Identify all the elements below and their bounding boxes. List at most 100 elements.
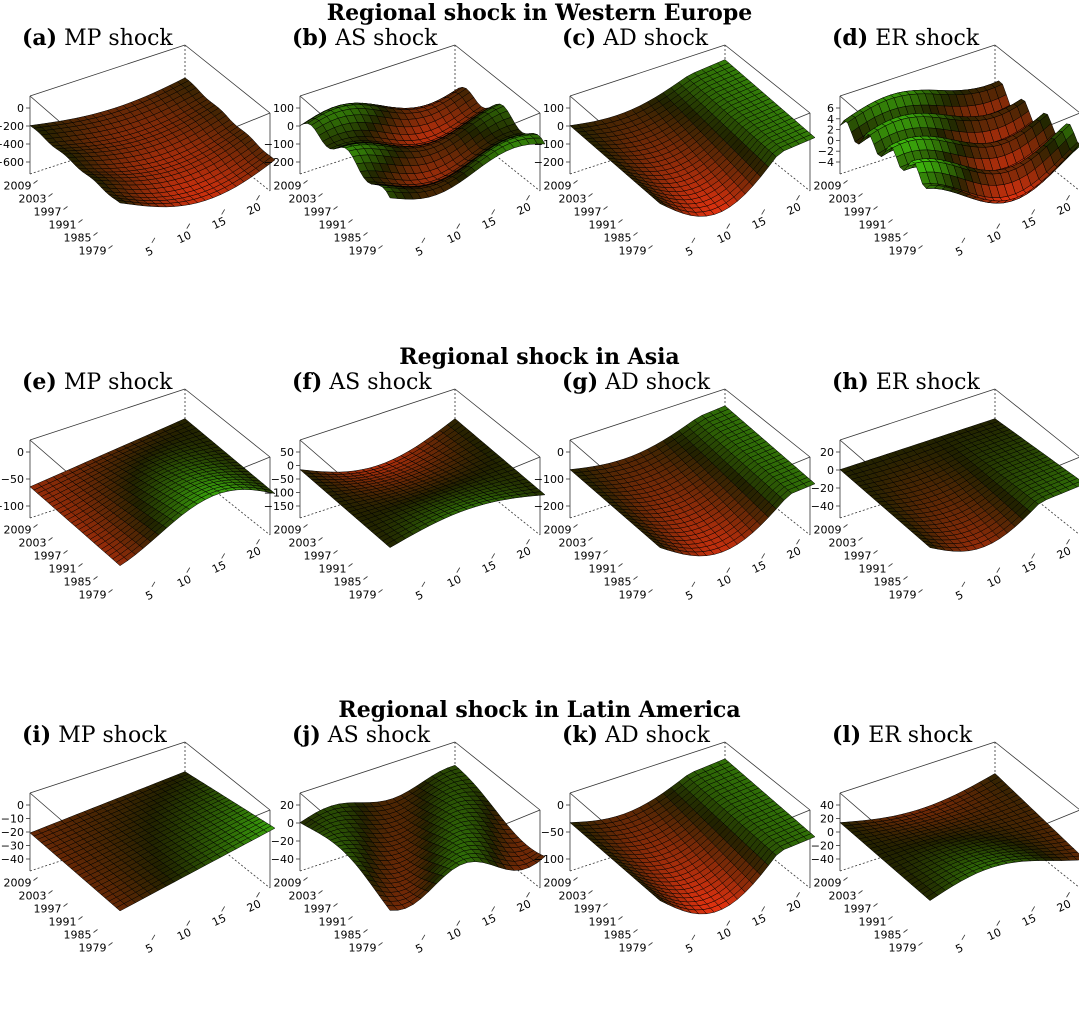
year-tick-label: 1979 bbox=[349, 245, 377, 258]
year-tick-label: 2003 bbox=[559, 193, 587, 206]
horizon-tick-label: 5 bbox=[143, 941, 155, 956]
horizon-tick-label: 5 bbox=[953, 941, 965, 956]
year-tick-label: 1997 bbox=[844, 550, 872, 563]
z-tick-label: −4 bbox=[818, 156, 834, 169]
horizon-tick-label: 15 bbox=[1020, 214, 1038, 232]
region-title: Regional shock in Latin America bbox=[0, 697, 1079, 723]
year-tick-label: 1997 bbox=[574, 903, 602, 916]
horizon-tick-label: 20 bbox=[1055, 544, 1073, 562]
z-tick-label: 20 bbox=[820, 813, 834, 826]
year-tick-label: 2003 bbox=[559, 537, 587, 550]
horizon-tick-label: 10 bbox=[175, 926, 193, 944]
year-tick-label: 1991 bbox=[859, 563, 887, 576]
horizon-tick-label: 15 bbox=[1020, 558, 1038, 576]
horizon-tick-label: 10 bbox=[175, 229, 193, 247]
panel-caption: (l) ER shock bbox=[832, 721, 972, 750]
year-tick-label: 1979 bbox=[79, 942, 107, 955]
year-tick-label: 1997 bbox=[574, 206, 602, 219]
surface-mesh bbox=[840, 81, 1079, 203]
horizon-tick-label: 20 bbox=[515, 544, 533, 562]
panel-caption: (d) ER shock bbox=[832, 24, 979, 53]
panel-label: ER shock bbox=[876, 370, 980, 395]
z-tick-label: −100 bbox=[534, 473, 564, 486]
year-tick-label: 2009 bbox=[274, 524, 302, 537]
surface-mesh bbox=[30, 772, 275, 911]
horizon-tick-label: 15 bbox=[480, 558, 498, 576]
z-tick-label: −100 bbox=[534, 853, 564, 866]
year-tick-label: 1985 bbox=[334, 929, 362, 942]
year-tick-label: 2003 bbox=[829, 193, 857, 206]
panel-label: AD shock bbox=[605, 723, 710, 748]
year-tick-label: 2003 bbox=[289, 537, 317, 550]
z-axis: 200−20−40 bbox=[811, 446, 840, 513]
horizon-tick-label: 5 bbox=[953, 588, 965, 603]
horizon-tick-label: 10 bbox=[985, 926, 1003, 944]
surface-plot: 0−200−400−600200920031997199119851979510… bbox=[0, 74, 270, 304]
horizon-tick-label: 20 bbox=[785, 544, 803, 562]
year-tick-label: 1991 bbox=[859, 916, 887, 929]
panel-label: MP shock bbox=[64, 370, 173, 395]
z-tick-label: 0 bbox=[287, 120, 294, 133]
panel-label: MP shock bbox=[58, 723, 167, 748]
year-tick-label: 1979 bbox=[349, 589, 377, 602]
region-section: Regional shock in Asia(e) MP shock0−50−1… bbox=[0, 344, 1079, 684]
z-tick-label: 0 bbox=[827, 464, 834, 477]
year-tick-label: 1991 bbox=[49, 563, 77, 576]
surface-mesh bbox=[30, 78, 275, 207]
z-tick-label: 20 bbox=[280, 799, 294, 812]
z-tick-label: −200 bbox=[0, 120, 24, 133]
year-tick-label: 2003 bbox=[19, 890, 47, 903]
year-tick-label: 2003 bbox=[829, 890, 857, 903]
z-axis: 0−100−200 bbox=[534, 446, 570, 513]
panel-tag: (g) bbox=[562, 369, 598, 395]
panel-tag: (f) bbox=[292, 369, 322, 395]
year-tick-label: 1997 bbox=[34, 903, 62, 916]
panel-caption: (b) AS shock bbox=[292, 24, 438, 53]
horizon-tick-label: 20 bbox=[785, 200, 803, 218]
horizon-tick-label: 20 bbox=[515, 200, 533, 218]
year-tick-label: 2009 bbox=[4, 180, 32, 193]
panel-tag: (i) bbox=[22, 722, 51, 748]
year-tick-label: 2009 bbox=[544, 524, 572, 537]
year-tick-label: 2003 bbox=[829, 537, 857, 550]
year-tick-label: 1985 bbox=[874, 929, 902, 942]
panel-tag: (k) bbox=[562, 722, 598, 748]
year-tick-label: 1985 bbox=[604, 232, 632, 245]
year-tick-label: 2003 bbox=[289, 193, 317, 206]
year-tick-label: 1991 bbox=[49, 916, 77, 929]
horizon-tick-label: 10 bbox=[715, 926, 733, 944]
z-tick-label: 50 bbox=[280, 446, 294, 459]
panel-label: MP shock bbox=[64, 26, 173, 51]
region-section: Regional shock in Western Europe(a) MP s… bbox=[0, 0, 1079, 340]
year-tick-label: 1979 bbox=[349, 942, 377, 955]
horizon-tick-label: 15 bbox=[480, 214, 498, 232]
horizon-tick-label: 5 bbox=[683, 588, 695, 603]
surface-mesh bbox=[570, 406, 815, 556]
region-section: Regional shock in Latin America(i) MP sh… bbox=[0, 697, 1079, 996]
panel-caption: (j) AS shock bbox=[292, 721, 430, 750]
surface-mesh bbox=[840, 774, 1079, 901]
z-tick-label: −100 bbox=[534, 138, 564, 151]
horizon-tick-label: 20 bbox=[1055, 200, 1073, 218]
z-axis: 0−10−20−30−40 bbox=[1, 799, 30, 866]
year-tick-label: 2009 bbox=[814, 180, 842, 193]
z-axis: 0−50−100 bbox=[534, 799, 570, 866]
panel-tag: (a) bbox=[22, 25, 57, 51]
z-tick-label: −100 bbox=[264, 138, 294, 151]
z-tick-label: −200 bbox=[534, 156, 564, 169]
